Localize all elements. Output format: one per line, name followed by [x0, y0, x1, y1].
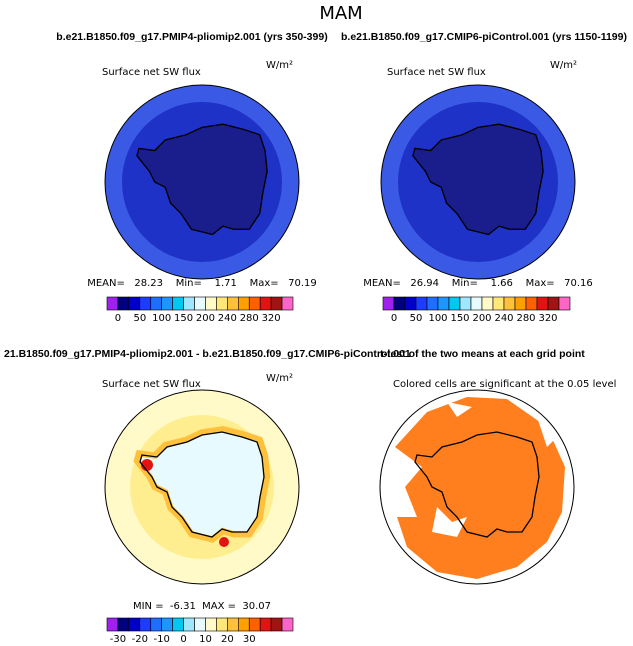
colorbar-swatch	[205, 296, 217, 311]
colorbar-swatch	[281, 617, 294, 632]
colorbar-swatch	[172, 296, 184, 311]
colorbar-swatch	[415, 296, 428, 311]
colorbar-swatch	[270, 617, 283, 632]
colorbar-tick-label: 150	[174, 313, 193, 324]
colorbar-swatch	[161, 296, 173, 311]
non-significant-area	[432, 402, 557, 537]
colorbar-swatch	[106, 617, 119, 632]
anomaly-spot	[219, 537, 229, 547]
colorbar-swatch	[172, 617, 184, 632]
colorbar-swatch	[259, 296, 272, 311]
colorbar-swatch	[470, 296, 483, 311]
colorbar-swatch	[459, 296, 472, 311]
panel-stats: MEAN= 26.94 Min= 1.66 Max= 70.16	[363, 278, 593, 289]
colorbar-swatch	[150, 296, 163, 311]
colorbar-tick-label: 150	[450, 313, 469, 324]
colorbar-tick-label: 50	[133, 313, 146, 324]
panel-units: W/m²	[266, 373, 293, 384]
panel-header: b.e21.B1850.f09_g17.CMIP6-piControl.001 …	[341, 31, 627, 43]
figure-title: MAM	[319, 3, 362, 24]
panel-stats: MEAN= 28.23 Min= 1.71 Max= 70.19	[87, 278, 317, 289]
colorbar-swatch	[547, 296, 560, 311]
colorbar-swatch	[183, 296, 195, 311]
significance-area	[395, 397, 565, 579]
colorbar-tick-label: 200	[196, 313, 215, 324]
colorbar-swatch	[194, 296, 206, 311]
colorbar-swatch	[216, 296, 228, 311]
colorbar-swatch	[448, 296, 461, 311]
colorbar-swatch	[281, 296, 294, 311]
colorbar-swatch	[183, 617, 195, 632]
colorbar-tick-label: 280	[240, 313, 259, 324]
colorbar-tick-label: 280	[516, 313, 535, 324]
colorbar-swatch	[117, 617, 130, 632]
colorbar-swatch	[128, 296, 141, 311]
colorbar-swatch	[503, 296, 516, 311]
panel-subtitle: Colored cells are significant at the 0.0…	[393, 379, 616, 390]
colorbar-swatch	[248, 296, 261, 311]
colorbar-swatch	[270, 296, 283, 311]
panel-header: 21.B1850.f09_g17.PMIP4-pliomip2.001 - b.…	[4, 348, 411, 360]
colorbar-swatch	[205, 617, 217, 632]
colorbar-tick-label: 320	[262, 313, 281, 324]
colorbar-swatch	[393, 296, 406, 311]
colorbar-swatch	[525, 296, 538, 311]
colorbar-tick-label: -10	[154, 634, 170, 645]
panel-header: b.e21.B1850.f09_g17.PMIP4-pliomip2.001 (…	[56, 31, 327, 43]
colorbar-tick-label: 200	[472, 313, 491, 324]
colorbar-swatch	[227, 296, 239, 311]
colorbar-tick-label: 0	[391, 313, 397, 324]
colorbar-swatch	[558, 296, 571, 311]
colorbar-tick-label: 0	[115, 313, 121, 324]
colorbar-tick-label: 100	[152, 313, 171, 324]
colorbar-swatch	[161, 617, 173, 632]
colorbar-tick-label: 20	[221, 634, 234, 645]
colorbar-swatch	[237, 296, 250, 311]
colorbar-swatch	[426, 296, 439, 311]
colorbar-tick-label: 240	[218, 313, 237, 324]
colorbar-tick-label: 240	[494, 313, 513, 324]
colorbar-swatch	[514, 296, 527, 311]
colorbar-swatch	[248, 617, 261, 632]
colorbar-swatch	[382, 296, 395, 311]
colorbar-swatch	[106, 296, 119, 311]
colorbar-tick-label: -30	[110, 634, 126, 645]
colorbar-tick-label: -20	[132, 634, 148, 645]
map	[379, 389, 575, 585]
panel-subtitle: Surface net SW flux	[102, 379, 201, 390]
panel-units: W/m²	[266, 60, 293, 71]
colorbar-tick-label: 320	[538, 313, 557, 324]
colorbar-tick-label: 30	[243, 634, 256, 645]
colorbar-swatch	[404, 296, 417, 311]
colorbar-swatch	[492, 296, 505, 311]
colorbar-swatch	[227, 617, 239, 632]
colorbar-swatch	[237, 617, 250, 632]
colorbar-swatch	[128, 617, 141, 632]
colorbar-swatch	[139, 617, 152, 632]
colorbar-swatch	[139, 296, 152, 311]
colorbar-tick-label: 0	[180, 634, 186, 645]
colorbar-swatch	[194, 617, 206, 632]
map	[380, 84, 576, 280]
panel-subtitle: Surface net SW flux	[387, 67, 486, 78]
colorbar-swatch	[216, 617, 228, 632]
colorbar-swatch	[150, 617, 163, 632]
panel-subtitle: Surface net SW flux	[102, 67, 201, 78]
panel-units: W/m²	[550, 60, 577, 71]
colorbar-swatch	[437, 296, 450, 311]
colorbar-swatch	[117, 296, 130, 311]
colorbar-swatch	[259, 617, 272, 632]
panel-header: t-test of the two means at each grid poi…	[380, 348, 585, 360]
colorbar-tick-label: 50	[410, 313, 423, 324]
panel-stats: MIN = -6.31 MAX = 30.07	[133, 601, 271, 612]
colorbar-tick-label: 100	[428, 313, 447, 324]
colorbar-swatch	[481, 296, 494, 311]
map	[104, 84, 300, 280]
map	[104, 389, 300, 585]
colorbar-swatch	[536, 296, 549, 311]
colorbar-tick-label: 10	[199, 634, 212, 645]
